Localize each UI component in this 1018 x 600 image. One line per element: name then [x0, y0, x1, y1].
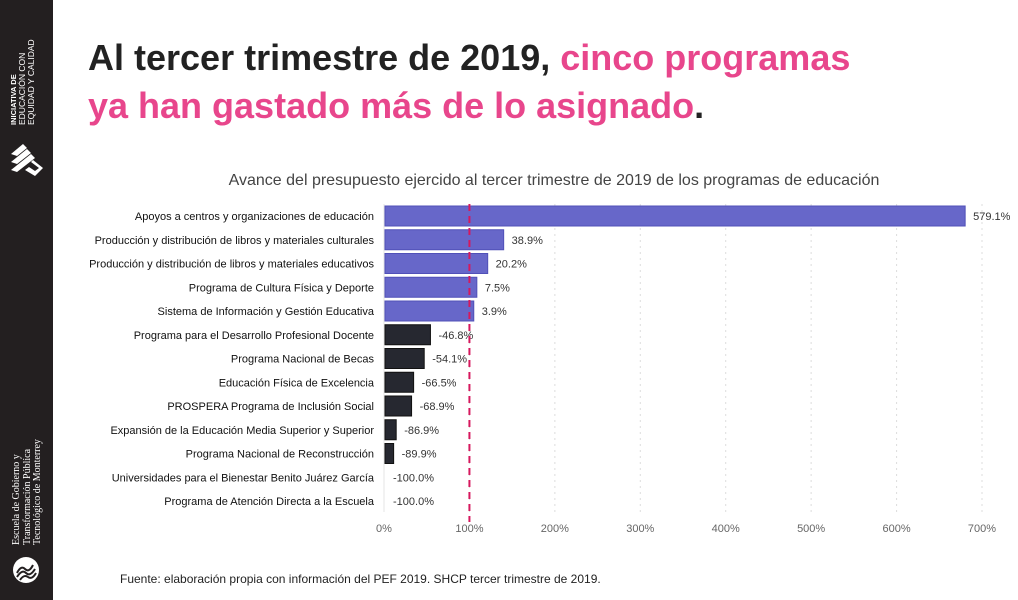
eec-logo-icon [11, 144, 43, 176]
category-label: Programa de Cultura Física y Deporte [189, 282, 374, 294]
category-label: Producción y distribución de libros y ma… [95, 235, 375, 247]
data-label: 20.2% [496, 259, 527, 271]
data-label: -100.0% [393, 472, 434, 484]
headline-text: . [694, 85, 705, 126]
category-label: Educación Física de Excelencia [219, 377, 375, 389]
headline-highlight: cinco programas [560, 37, 851, 78]
source-note: Fuente: elaboración propia con informaci… [120, 572, 601, 586]
bar [384, 443, 395, 464]
sidebar: INICIATIVA DE EDUCACIÓN CON EQUIDAD Y CA… [0, 0, 53, 600]
x-tick-label: 400% [712, 523, 740, 535]
data-label: -100.0% [393, 496, 434, 508]
headline-text: Al tercer trimestre de 2019, [88, 37, 561, 78]
chart-title: Avance del presupuesto ejercido al terce… [228, 172, 880, 189]
bar [384, 253, 489, 274]
data-label: -46.8% [438, 330, 473, 342]
bar [384, 229, 505, 251]
bar [384, 324, 431, 346]
category-label: Programa para el Desarrollo Profesional … [134, 330, 374, 342]
bar [384, 300, 475, 322]
x-tick-label: 500% [797, 523, 825, 535]
category-label: Universidades para el Bienestar Benito J… [112, 472, 375, 484]
category-label: PROSPERA Programa de Inclusión Social [167, 401, 374, 413]
category-label: Expansión de la Educación Media Superior… [110, 425, 374, 437]
category-label: Programa de Atención Directa a la Escuel… [164, 496, 375, 508]
data-label: 579.1% [973, 211, 1011, 223]
data-label: -66.5% [422, 377, 457, 389]
category-label: Producción y distribución de libros y ma… [89, 259, 374, 271]
category-label: Sistema de Información y Gestión Educati… [158, 306, 375, 318]
bar [384, 371, 415, 393]
data-label: 3.9% [482, 306, 507, 318]
x-tick-label: 100% [455, 523, 483, 535]
x-tick-label: 0% [376, 523, 392, 535]
headline-highlight: ya han gastado más de lo asignado [88, 85, 695, 126]
x-tick-label: 200% [541, 523, 569, 535]
headline: Al tercer trimestre de 2019, cinco progr… [88, 34, 850, 130]
headline-line-1: Al tercer trimestre de 2019, cinco progr… [88, 34, 850, 82]
data-label: 38.9% [512, 235, 543, 247]
data-label: -54.1% [432, 354, 467, 366]
tec-logo-icon [13, 557, 39, 583]
category-label: Programa Nacional de Reconstrucción [186, 449, 374, 461]
bar-chart: 0% 100% 200% 300% 400% 500% 600% 700% Apoyos a c… [89, 204, 1011, 535]
x-tick-label: 600% [883, 523, 911, 535]
data-label: -89.9% [402, 449, 437, 461]
bar [384, 419, 397, 441]
headline-line-2: ya han gastado más de lo asignado. [88, 82, 850, 130]
category-label: Apoyos a centros y organizaciones de edu… [135, 211, 374, 223]
data-label: -86.9% [404, 425, 439, 437]
data-label: 7.5% [485, 282, 510, 294]
bar [384, 348, 425, 369]
bar [384, 205, 966, 227]
bar [384, 276, 478, 298]
x-tick-label: 700% [968, 523, 996, 535]
data-label: -68.9% [420, 401, 455, 413]
x-tick-label: 300% [626, 523, 654, 535]
bar [384, 395, 413, 417]
category-label: Programa Nacional de Becas [231, 354, 375, 366]
